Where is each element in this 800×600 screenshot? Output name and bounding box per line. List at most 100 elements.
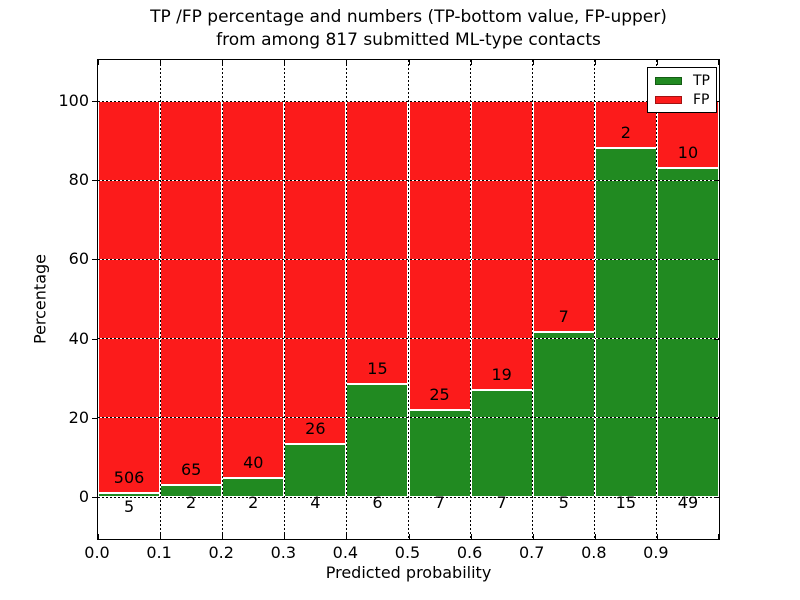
tp-count-label: 7 xyxy=(434,493,445,512)
tp-bar-segment xyxy=(594,147,657,497)
fp-bar-segment xyxy=(346,101,409,384)
x-tick xyxy=(98,534,99,539)
y-tick xyxy=(92,338,97,340)
tp-count-label: 49 xyxy=(677,493,699,512)
tp-bar-segment xyxy=(222,478,285,497)
x-tick xyxy=(470,60,472,65)
x-tick xyxy=(470,534,472,539)
y-axis-label: Percentage xyxy=(30,253,50,345)
x-tick xyxy=(284,60,286,65)
x-tick-label: 0.2 xyxy=(208,543,234,562)
x-tick-label: 0.3 xyxy=(270,543,297,562)
tp-count-label: 6 xyxy=(372,493,383,512)
x-tick xyxy=(656,60,658,65)
fp-count-label: 26 xyxy=(305,419,326,439)
x-axis-label: Predicted probability xyxy=(325,563,492,582)
x-tick xyxy=(656,534,658,539)
y-tick xyxy=(92,417,97,419)
tp-bar-segment xyxy=(408,410,471,497)
x-tick xyxy=(718,60,719,65)
x-tick xyxy=(346,60,348,65)
y-tick xyxy=(92,497,97,498)
x-tick xyxy=(160,534,162,539)
fp-bar-segment xyxy=(408,101,471,411)
chart-title-line1: TP /FP percentage and numbers (TP-bottom… xyxy=(150,7,667,27)
x-tick-label: 0.1 xyxy=(146,543,172,562)
x-tick xyxy=(284,534,286,539)
x-gridline xyxy=(656,60,658,539)
tp-bar-segment xyxy=(656,168,719,497)
x-tick xyxy=(222,534,224,539)
y-tick-label: 80 xyxy=(68,170,89,190)
x-tick xyxy=(98,60,99,65)
y-tick xyxy=(92,180,97,182)
x-tick xyxy=(408,60,410,65)
fp-count-label: 40 xyxy=(243,453,264,473)
legend-swatch-tp xyxy=(655,76,682,85)
x-tick xyxy=(594,60,596,65)
y-tick xyxy=(714,417,719,419)
tp-count-label: 5 xyxy=(123,497,135,517)
x-tick xyxy=(346,534,348,539)
y-tick-label: 0 xyxy=(78,487,89,506)
legend-label-tp: TP xyxy=(693,72,710,89)
tp-count-label: 5 xyxy=(558,493,569,512)
x-tick-label: 0.9 xyxy=(643,543,669,562)
x-gridline xyxy=(345,60,347,539)
fp-bar-segment xyxy=(470,101,533,391)
tp-count-label: 7 xyxy=(496,493,507,512)
y-tick-label: 20 xyxy=(68,407,89,427)
fp-count-label: 10 xyxy=(677,143,699,163)
tp-count-label: 2 xyxy=(248,493,259,512)
x-gridline xyxy=(470,60,472,539)
fp-count-label: 19 xyxy=(491,365,512,385)
y-tick xyxy=(714,497,719,498)
tp-bar-segment xyxy=(470,390,533,497)
fp-bar-segment xyxy=(160,101,223,486)
legend-swatch-fp xyxy=(655,95,682,104)
x-gridline xyxy=(594,60,596,539)
tp-bar-segment xyxy=(346,383,409,497)
y-tick-label: 100 xyxy=(58,91,89,110)
x-tick xyxy=(408,534,410,539)
x-tick-label: 0.8 xyxy=(581,543,607,562)
x-tick-label: 0.6 xyxy=(456,543,483,562)
fp-bar-segment xyxy=(594,101,657,148)
y-tick xyxy=(714,180,719,182)
fp-count-label: 2 xyxy=(620,122,631,142)
x-gridline xyxy=(408,60,409,539)
legend-label-fp: FP xyxy=(693,91,710,108)
y-tick xyxy=(92,259,97,261)
x-tick xyxy=(718,534,719,539)
x-tick-label: 0.4 xyxy=(332,543,359,562)
tp-bar-segment xyxy=(532,332,595,497)
x-gridline xyxy=(221,60,223,539)
y-tick-label: 60 xyxy=(68,249,89,269)
y-tick-label: 40 xyxy=(68,328,89,348)
tp-count-label: 4 xyxy=(310,493,321,512)
chart-title-line2: from among 817 submitted ML-type contact… xyxy=(216,30,601,50)
x-tick xyxy=(222,60,224,65)
chart-title: TP /FP percentage and numbers (TP-bottom… xyxy=(97,6,720,52)
legend: TP FP xyxy=(647,67,717,113)
fp-count-label: 7 xyxy=(558,307,569,326)
x-gridline xyxy=(532,60,534,539)
tp-count-label: 15 xyxy=(615,493,637,512)
x-tick xyxy=(532,534,534,539)
x-tick xyxy=(532,60,534,65)
x-gridline xyxy=(283,60,285,539)
x-tick xyxy=(594,534,596,539)
fp-bar-segment xyxy=(284,101,347,445)
y-tick xyxy=(714,338,719,340)
fp-bar-segment xyxy=(222,101,285,479)
fp-count-label: 25 xyxy=(429,385,450,405)
plot-area: 506 5 65 2 40 2 26 4 15 6 25 7 19 7 7 5 2 15 10 49 TP FP xyxy=(97,59,720,540)
tp-bar-segment xyxy=(284,444,347,497)
y-tick xyxy=(92,101,97,102)
tp-count-label: 2 xyxy=(186,493,197,512)
y-tick xyxy=(714,259,719,261)
x-tick-label: 0.7 xyxy=(518,543,545,562)
x-gridline xyxy=(159,60,161,539)
x-tick-label: 0.0 xyxy=(84,543,110,562)
